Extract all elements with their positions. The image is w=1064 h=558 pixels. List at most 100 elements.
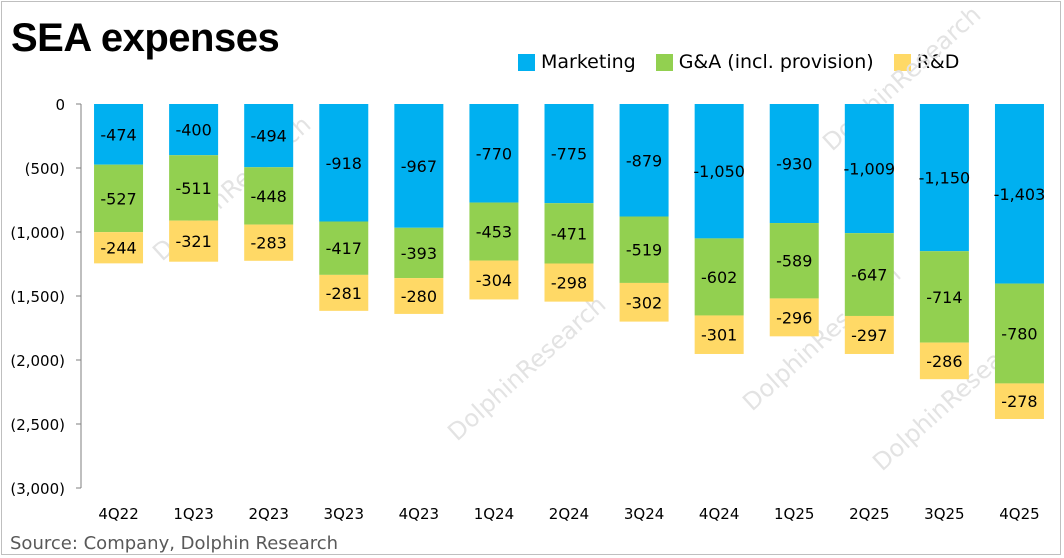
bar-marketing-3Q25 — [919, 104, 969, 252]
legend-swatch-rd — [893, 53, 911, 71]
data-label-marketing-1Q24: -770 — [476, 144, 512, 163]
series-marketing: -474 -400 -494 -918 -967 -770 -775 -879 -1,050 -9… — [94, 104, 1045, 284]
series-rd: -244 -321 -283 -281 -280 -304 -298 -302 -301 -296… — [94, 220, 1044, 420]
data-label-marketing-2Q25: -1,009 — [844, 160, 896, 179]
data-label-marketing-4Q23: -967 — [401, 157, 437, 176]
bar-ga-2Q23 — [244, 167, 294, 225]
bar-ga-4Q24 — [694, 238, 744, 316]
x-tick-label-2Q24: 2Q24 — [549, 505, 589, 523]
bar-marketing-4Q25 — [994, 104, 1044, 284]
chart-legend: Marketing G&A (incl. provision) R&D — [518, 49, 979, 75]
data-label-rd-4Q23: -280 — [401, 287, 437, 306]
bar-ga-3Q23 — [319, 221, 369, 275]
bar-marketing-3Q24 — [619, 104, 669, 217]
bar-rd-4Q24 — [694, 315, 744, 354]
data-label-rd-2Q25: -297 — [851, 326, 887, 345]
x-tick-label-2Q23: 2Q23 — [248, 505, 288, 523]
bar-marketing-2Q23 — [244, 104, 294, 168]
y-tick-label-0: 0 — [55, 96, 65, 114]
data-label-ga-3Q25: -714 — [926, 288, 962, 307]
x-tick-label-1Q23: 1Q23 — [173, 505, 213, 523]
y-tick-label-1: (500) — [25, 160, 65, 178]
legend-label-ga: G&A (incl. provision) — [678, 51, 874, 73]
bar-marketing-4Q23 — [394, 104, 444, 228]
data-label-ga-2Q25: -647 — [851, 266, 887, 285]
bar-rd-1Q24 — [469, 260, 519, 300]
x-tick-label-1Q24: 1Q24 — [474, 505, 514, 523]
bar-marketing-1Q25 — [769, 104, 819, 224]
data-label-marketing-1Q25: -930 — [776, 155, 812, 174]
data-label-ga-4Q24: -602 — [701, 268, 737, 287]
data-label-marketing-3Q23: -918 — [326, 154, 362, 173]
source-note: Source: Company, Dolphin Research — [10, 533, 339, 554]
legend-item-marketing: Marketing — [518, 51, 636, 73]
x-tick-label-4Q24: 4Q24 — [699, 505, 739, 523]
bar-rd-4Q22 — [94, 232, 144, 264]
data-label-ga-4Q25: -780 — [1001, 325, 1037, 344]
legend-item-ga: G&A (incl. provision) — [655, 51, 874, 73]
series-ga: -527 -511 -448 -417 -393 -453 -471 -519 -602 -589… — [94, 155, 1044, 384]
bar-ga-1Q25 — [769, 223, 819, 299]
legend-item-rd: R&D — [893, 51, 960, 73]
x-tick-label-2Q25: 2Q25 — [849, 505, 889, 523]
data-label-ga-3Q24: -519 — [626, 241, 662, 260]
data-label-rd-1Q23: -321 — [175, 232, 211, 251]
data-label-ga-4Q22: -527 — [100, 189, 136, 208]
bar-marketing-4Q22 — [94, 104, 144, 165]
data-label-ga-1Q23: -511 — [175, 179, 211, 198]
bar-ga-1Q23 — [169, 155, 219, 221]
bar-ga-3Q24 — [619, 216, 669, 283]
data-label-marketing-4Q22: -474 — [100, 125, 136, 144]
data-label-ga-1Q24: -453 — [476, 223, 512, 242]
data-label-rd-4Q25: -278 — [1001, 392, 1037, 411]
bar-marketing-1Q24 — [469, 104, 519, 203]
x-tick-label-1Q25: 1Q25 — [774, 505, 814, 523]
bar-ga-4Q22 — [94, 164, 144, 233]
data-label-rd-4Q24: -301 — [701, 326, 737, 345]
legend-swatch-ga — [655, 53, 673, 71]
bar-ga-2Q25 — [844, 233, 894, 316]
bar-ga-2Q24 — [544, 203, 594, 264]
data-label-rd-4Q22: -244 — [100, 239, 136, 258]
y-tick-label-5: (2,500) — [10, 416, 65, 434]
data-label-rd-1Q24: -304 — [476, 271, 512, 290]
legend-label-rd: R&D — [916, 51, 960, 73]
x-tick-label-3Q23: 3Q23 — [324, 505, 364, 523]
bar-marketing-2Q25 — [844, 104, 894, 234]
bar-rd-2Q25 — [844, 315, 894, 354]
data-label-ga-4Q23: -393 — [401, 244, 437, 263]
data-label-rd-2Q23: -283 — [251, 234, 287, 253]
chart-title: SEA expenses — [11, 16, 280, 60]
x-tick-label-4Q23: 4Q23 — [399, 505, 439, 523]
data-label-marketing-3Q25: -1,150 — [919, 169, 971, 188]
data-label-marketing-3Q24: -879 — [626, 151, 662, 170]
bar-rd-3Q24 — [619, 282, 669, 322]
data-label-rd-3Q23: -281 — [326, 284, 362, 303]
bar-rd-2Q24 — [544, 263, 594, 302]
data-label-marketing-4Q24: -1,050 — [693, 162, 745, 181]
y-tick-label-6: (3,000) — [10, 480, 65, 498]
bar-marketing-2Q24 — [544, 104, 594, 204]
data-label-rd-1Q25: -296 — [776, 308, 812, 327]
data-label-ga-2Q24: -471 — [551, 224, 587, 243]
data-label-rd-3Q25: -286 — [926, 352, 962, 371]
bar-ga-1Q24 — [469, 202, 519, 261]
bar-rd-3Q25 — [919, 342, 969, 380]
legend-swatch-marketing — [518, 53, 535, 71]
x-tick-label-4Q25: 4Q25 — [999, 505, 1039, 523]
data-label-ga-3Q23: -417 — [326, 239, 362, 258]
data-label-ga-2Q23: -448 — [251, 187, 287, 206]
x-tick-label-3Q24: 3Q24 — [624, 505, 664, 523]
data-label-rd-3Q24: -302 — [626, 293, 662, 312]
bar-rd-4Q23 — [394, 278, 444, 314]
watermark-1: DolphinResearch — [442, 290, 611, 446]
bar-marketing-1Q23 — [169, 104, 219, 156]
legend-label-marketing: Marketing — [541, 51, 636, 73]
data-label-marketing-1Q23: -400 — [175, 121, 211, 140]
y-tick-label-4: (2,000) — [10, 352, 65, 370]
x-tick-label-3Q25: 3Q25 — [924, 505, 964, 523]
x-tick-label-4Q22: 4Q22 — [98, 505, 138, 523]
bar-ga-4Q23 — [394, 227, 444, 279]
bar-rd-1Q25 — [769, 298, 819, 337]
